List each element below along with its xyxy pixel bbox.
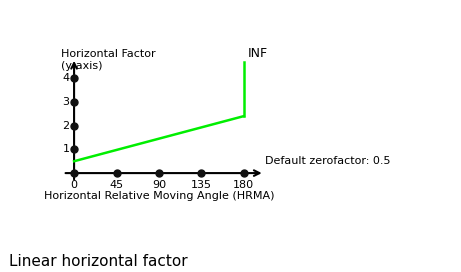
Text: 1: 1: [62, 144, 69, 154]
Text: 2: 2: [62, 120, 69, 131]
Text: 0: 0: [71, 180, 77, 190]
Text: 3: 3: [62, 97, 69, 107]
Text: 135: 135: [191, 180, 212, 190]
Text: (y-axis): (y-axis): [61, 61, 102, 71]
Text: Horizontal Relative Moving Angle (HRMA): Horizontal Relative Moving Angle (HRMA): [44, 191, 274, 201]
Text: Default zerofactor: 0.5: Default zerofactor: 0.5: [266, 156, 391, 166]
Text: 4: 4: [62, 73, 69, 83]
Text: INF: INF: [248, 47, 268, 60]
Text: 45: 45: [109, 180, 124, 190]
Text: Horizontal Factor: Horizontal Factor: [61, 49, 155, 59]
Text: Linear horizontal factor: Linear horizontal factor: [9, 254, 188, 269]
Text: 90: 90: [152, 180, 166, 190]
Text: 180: 180: [233, 180, 254, 190]
